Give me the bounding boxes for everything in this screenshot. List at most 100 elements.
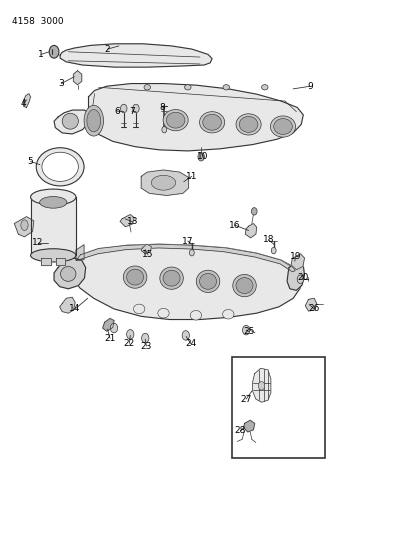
Text: 23: 23 (141, 342, 152, 351)
Circle shape (142, 333, 149, 343)
Ellipse shape (262, 85, 268, 90)
Circle shape (126, 329, 134, 339)
Ellipse shape (223, 85, 230, 90)
Polygon shape (41, 258, 51, 265)
Polygon shape (287, 261, 304, 290)
Text: 26: 26 (308, 304, 320, 313)
Text: 28: 28 (235, 426, 246, 435)
Text: 7: 7 (129, 107, 135, 116)
Text: 10: 10 (197, 152, 209, 161)
Circle shape (120, 104, 127, 113)
Polygon shape (89, 84, 303, 151)
Circle shape (182, 330, 189, 340)
Ellipse shape (203, 114, 222, 130)
Ellipse shape (123, 266, 147, 288)
Circle shape (49, 45, 59, 58)
Circle shape (111, 323, 118, 333)
Ellipse shape (190, 311, 202, 320)
Text: 27: 27 (240, 394, 252, 403)
Text: 9: 9 (307, 82, 313, 91)
Ellipse shape (31, 189, 76, 205)
Polygon shape (31, 197, 76, 255)
Polygon shape (73, 71, 82, 85)
Ellipse shape (200, 112, 225, 133)
Polygon shape (70, 244, 302, 319)
Ellipse shape (126, 269, 144, 285)
Text: 16: 16 (229, 221, 241, 230)
Text: 8: 8 (160, 103, 166, 112)
Ellipse shape (158, 309, 169, 318)
Text: 20: 20 (297, 273, 308, 282)
Circle shape (162, 126, 167, 133)
Ellipse shape (236, 114, 261, 135)
Circle shape (198, 152, 204, 161)
Ellipse shape (21, 220, 28, 230)
Ellipse shape (87, 110, 101, 132)
Polygon shape (291, 254, 304, 270)
Polygon shape (244, 420, 255, 432)
Polygon shape (141, 170, 188, 196)
Text: 1: 1 (38, 50, 44, 59)
Text: 19: 19 (290, 253, 302, 262)
Ellipse shape (133, 304, 145, 314)
Bar (233, 357, 325, 458)
Ellipse shape (223, 310, 234, 319)
Text: 2: 2 (105, 45, 111, 54)
Ellipse shape (184, 85, 191, 90)
Polygon shape (54, 110, 90, 134)
Text: 3: 3 (58, 79, 64, 88)
Polygon shape (120, 215, 134, 227)
Polygon shape (23, 94, 31, 108)
Text: 4158  3000: 4158 3000 (11, 17, 63, 26)
Circle shape (297, 275, 304, 284)
Ellipse shape (151, 175, 175, 190)
Text: 11: 11 (186, 172, 197, 181)
Ellipse shape (200, 273, 217, 289)
Ellipse shape (144, 85, 151, 90)
Text: 17: 17 (182, 237, 193, 246)
Ellipse shape (274, 118, 293, 134)
Text: 13: 13 (127, 217, 139, 227)
Ellipse shape (196, 270, 220, 293)
Polygon shape (76, 244, 295, 272)
Polygon shape (253, 368, 271, 402)
Ellipse shape (160, 267, 183, 289)
Ellipse shape (42, 152, 78, 181)
Circle shape (133, 104, 139, 113)
Polygon shape (54, 258, 86, 289)
Circle shape (251, 208, 257, 215)
Ellipse shape (163, 270, 180, 286)
Circle shape (271, 247, 276, 254)
Text: 6: 6 (114, 107, 120, 116)
Text: 21: 21 (104, 334, 116, 343)
Polygon shape (14, 216, 34, 237)
Text: 12: 12 (32, 238, 44, 247)
Polygon shape (245, 223, 257, 238)
Text: 18: 18 (263, 236, 275, 245)
Text: 24: 24 (185, 340, 197, 349)
Ellipse shape (166, 112, 185, 128)
Polygon shape (55, 258, 65, 265)
Ellipse shape (60, 266, 76, 281)
Text: 14: 14 (69, 304, 81, 313)
Text: 5: 5 (28, 157, 33, 166)
Circle shape (189, 249, 194, 256)
Text: 15: 15 (142, 251, 154, 260)
Ellipse shape (163, 110, 188, 131)
Ellipse shape (62, 114, 78, 129)
Ellipse shape (271, 116, 295, 137)
Ellipse shape (36, 148, 84, 186)
Text: 25: 25 (244, 327, 255, 336)
Circle shape (258, 382, 265, 390)
Ellipse shape (40, 197, 67, 208)
Polygon shape (76, 245, 84, 261)
Polygon shape (305, 298, 317, 311)
Text: 22: 22 (124, 339, 135, 348)
Ellipse shape (233, 274, 256, 297)
Polygon shape (60, 297, 75, 313)
Polygon shape (141, 244, 151, 254)
Ellipse shape (236, 278, 253, 294)
Circle shape (242, 325, 250, 335)
Ellipse shape (239, 116, 258, 132)
Polygon shape (60, 44, 212, 67)
